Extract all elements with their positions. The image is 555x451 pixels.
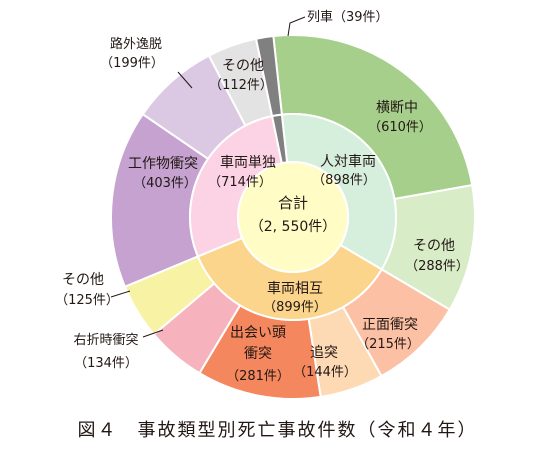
outer-label-1-count: （288件）	[405, 259, 469, 274]
figure-caption: 図４ 事故類型別死亡事故件数（令和４年）	[77, 420, 478, 441]
inner-label-1-count: （899件）	[263, 300, 327, 315]
total-center-disc	[237, 161, 349, 273]
inner-label-0-count: （898件）	[312, 173, 376, 188]
outer-label-6-name: その他	[62, 272, 104, 288]
outer-label-4-name-b: 衝突	[244, 346, 272, 362]
outer-label-0-count: （610件）	[368, 120, 432, 135]
total-value: （2, 550件）	[250, 219, 337, 235]
outer-label-7-name: 工作物衝突	[128, 156, 198, 172]
outer-label-9-count: （112件）	[209, 78, 273, 93]
outer-label-2-count: （215件）	[356, 337, 420, 352]
callout-line-roadside	[177, 71, 193, 89]
inner-ring	[189, 113, 397, 321]
outer-label-2-name: 正面衝突	[362, 317, 418, 333]
outer-label-0-name: 横断中	[376, 100, 418, 116]
outer-label-6-count: （125件）	[55, 293, 119, 308]
outer-label-5-count: （134件）	[74, 356, 138, 371]
callout-line-train	[287, 16, 306, 37]
callout-lines	[110, 16, 306, 338]
outer-label-5-name: 右折時衝突	[73, 332, 138, 348]
inner-label-2-count: （714件）	[208, 175, 272, 190]
data-labels: 人対車両 （898件） 車両相互 （899件） 車両単独 （714件） 横断中 （610件） そ…	[55, 10, 469, 384]
outer-label-1-name: その他	[413, 238, 455, 254]
outer-label-8-name: 路外逸脱	[110, 36, 162, 52]
outer-label-3-count: （144件）	[293, 365, 357, 380]
outer-label-8-count: （199件）	[100, 56, 164, 71]
outer-label-7-count: （403件）	[133, 176, 197, 191]
inner-label-2-name: 車両単独	[220, 154, 276, 171]
callout-line-other-left	[110, 290, 131, 298]
total-label: 合計	[278, 194, 308, 212]
outer-label-4-count: （281件）	[226, 369, 290, 384]
inner-label-1-name: 車両相互	[267, 280, 323, 297]
outer-label-10-text: 列車（39件）	[307, 10, 389, 25]
outer-label-3-name: 追突	[310, 345, 338, 361]
inner-label-0-name: 人対車両	[320, 153, 376, 170]
callout-line-right-turn	[142, 329, 164, 338]
outer-label-4-name-a: 出会い頭	[230, 325, 286, 341]
outer-label-9-name: その他	[222, 58, 264, 74]
